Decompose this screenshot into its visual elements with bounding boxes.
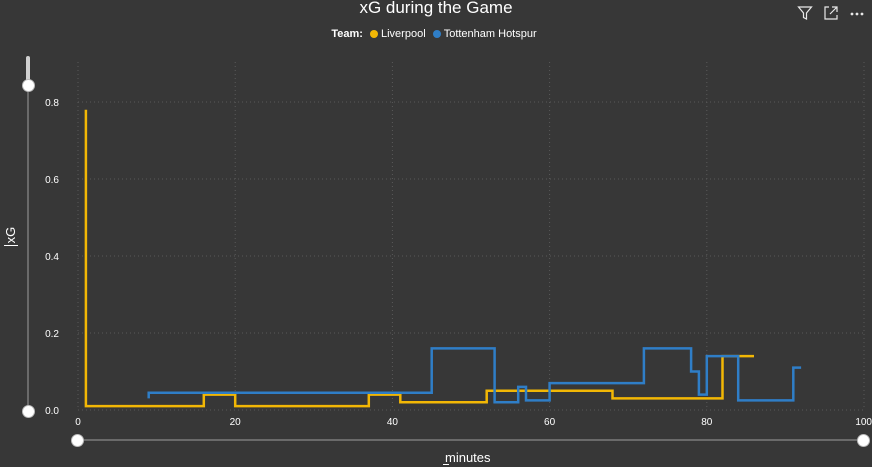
y-zoom-upper-handle[interactable] (22, 79, 35, 92)
series-line-liverpool[interactable] (84, 109, 754, 408)
x-axis-title-text: minutes (445, 450, 491, 465)
legend-item-tottenham[interactable]: Tottenham Hotspur (432, 28, 537, 40)
x-tick-label: 100 (855, 417, 872, 428)
legend-item-liverpool[interactable]: Liverpool (370, 28, 426, 40)
x-axis-title: minutes (443, 450, 491, 465)
chart-legend: Team: Liverpool Tottenham Hotspur (0, 28, 872, 40)
y-tick-label: 0.2 (45, 329, 59, 340)
x-zoom-slider[interactable] (71, 434, 870, 447)
x-zoom-track (76, 439, 862, 441)
x-tick-label: 0 (75, 417, 81, 428)
y-tick-label: 0.4 (45, 252, 59, 263)
x-tick-label: 20 (230, 417, 242, 428)
y-tick-labels: 0.0 0.2 0.4 0.6 0.8 (45, 98, 59, 417)
legend-marker-tottenham (432, 30, 441, 38)
y-tick-label: 0.6 (45, 175, 59, 186)
y-zoom-lower-handle[interactable] (22, 405, 35, 418)
series-line-tottenham-hotspur[interactable] (147, 347, 802, 404)
x-tick-label: 60 (544, 417, 556, 428)
y-tick-label: 0.0 (45, 406, 59, 417)
chart-title: xG during the Game (359, 0, 513, 17)
x-tick-label: 80 (701, 417, 713, 428)
y-zoom-track-upper (26, 56, 30, 82)
legend-marker-liverpool (370, 30, 378, 38)
y-tick-label: 0.8 (45, 98, 59, 109)
legend-title: Team: (331, 28, 363, 40)
series-lines (84, 109, 802, 408)
filter-icon[interactable] (796, 4, 814, 22)
y-zoom-slider[interactable] (22, 56, 35, 418)
x-zoom-left-handle[interactable] (71, 434, 84, 447)
more-options-icon[interactable] (848, 4, 866, 22)
legend-label-liverpool: Liverpool (381, 28, 426, 40)
x-tick-labels: 0 20 40 60 80 100 (75, 417, 872, 428)
x-tick-label: 40 (387, 417, 399, 428)
visual-toolbar (796, 4, 866, 22)
focus-mode-icon[interactable] (822, 4, 840, 22)
y-zoom-track (27, 80, 29, 410)
grid-lines (77, 62, 865, 411)
x-zoom-right-handle[interactable] (857, 434, 870, 447)
legend-label-tottenham: Tottenham Hotspur (443, 28, 537, 40)
